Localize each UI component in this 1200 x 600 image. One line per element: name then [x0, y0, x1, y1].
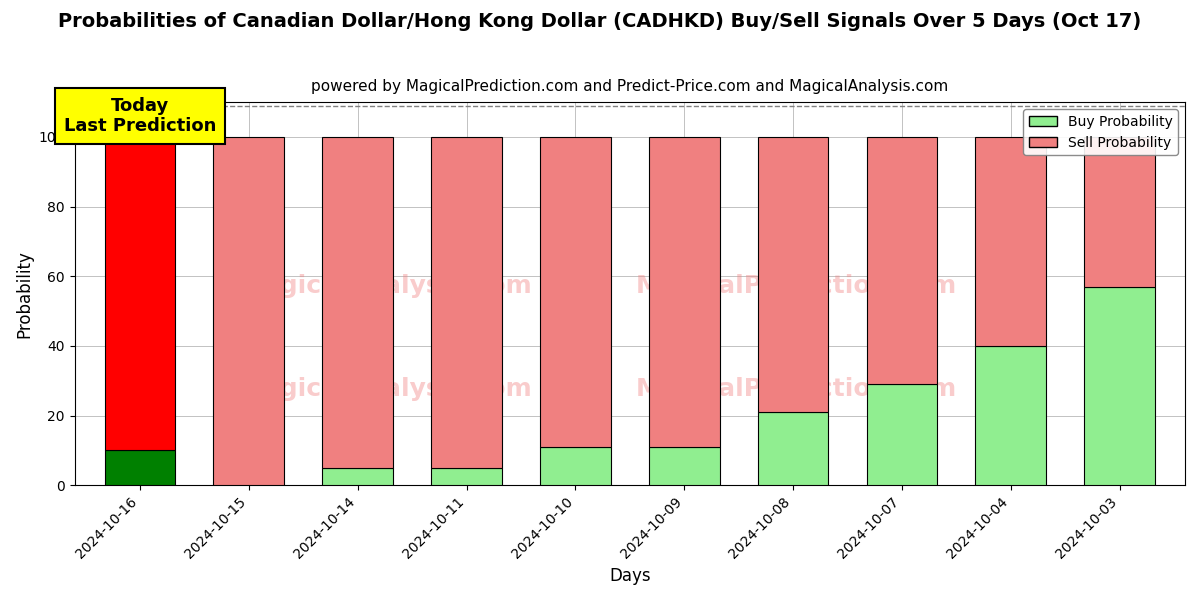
Bar [431, 137, 502, 468]
Y-axis label: Probability: Probability [16, 250, 34, 338]
Bar [540, 137, 611, 447]
Text: Today
Last Prediction: Today Last Prediction [64, 97, 216, 136]
Text: MagicalPrediction.com: MagicalPrediction.com [636, 377, 958, 401]
Bar [757, 137, 828, 412]
Bar [649, 137, 720, 447]
Bar [323, 137, 394, 468]
Legend: Buy Probability, Sell Probability: Buy Probability, Sell Probability [1024, 109, 1178, 155]
Bar [104, 451, 175, 485]
X-axis label: Days: Days [610, 567, 650, 585]
Text: MagicalPrediction.com: MagicalPrediction.com [636, 274, 958, 298]
Bar [976, 137, 1046, 346]
Text: MagicalAnalysis.com: MagicalAnalysis.com [239, 274, 533, 298]
Bar [431, 468, 502, 485]
Bar [214, 137, 284, 485]
Bar [1085, 137, 1156, 287]
Bar [866, 384, 937, 485]
Bar [540, 447, 611, 485]
Bar [976, 346, 1046, 485]
Title: powered by MagicalPrediction.com and Predict-Price.com and MagicalAnalysis.com: powered by MagicalPrediction.com and Pre… [311, 79, 948, 94]
Text: Probabilities of Canadian Dollar/Hong Kong Dollar (CADHKD) Buy/Sell Signals Over: Probabilities of Canadian Dollar/Hong Ko… [59, 12, 1141, 31]
Text: MagicalAnalysis.com: MagicalAnalysis.com [239, 377, 533, 401]
Bar [649, 447, 720, 485]
Bar [757, 412, 828, 485]
Bar [866, 137, 937, 384]
Bar [1085, 287, 1156, 485]
Bar [323, 468, 394, 485]
Bar [104, 137, 175, 451]
